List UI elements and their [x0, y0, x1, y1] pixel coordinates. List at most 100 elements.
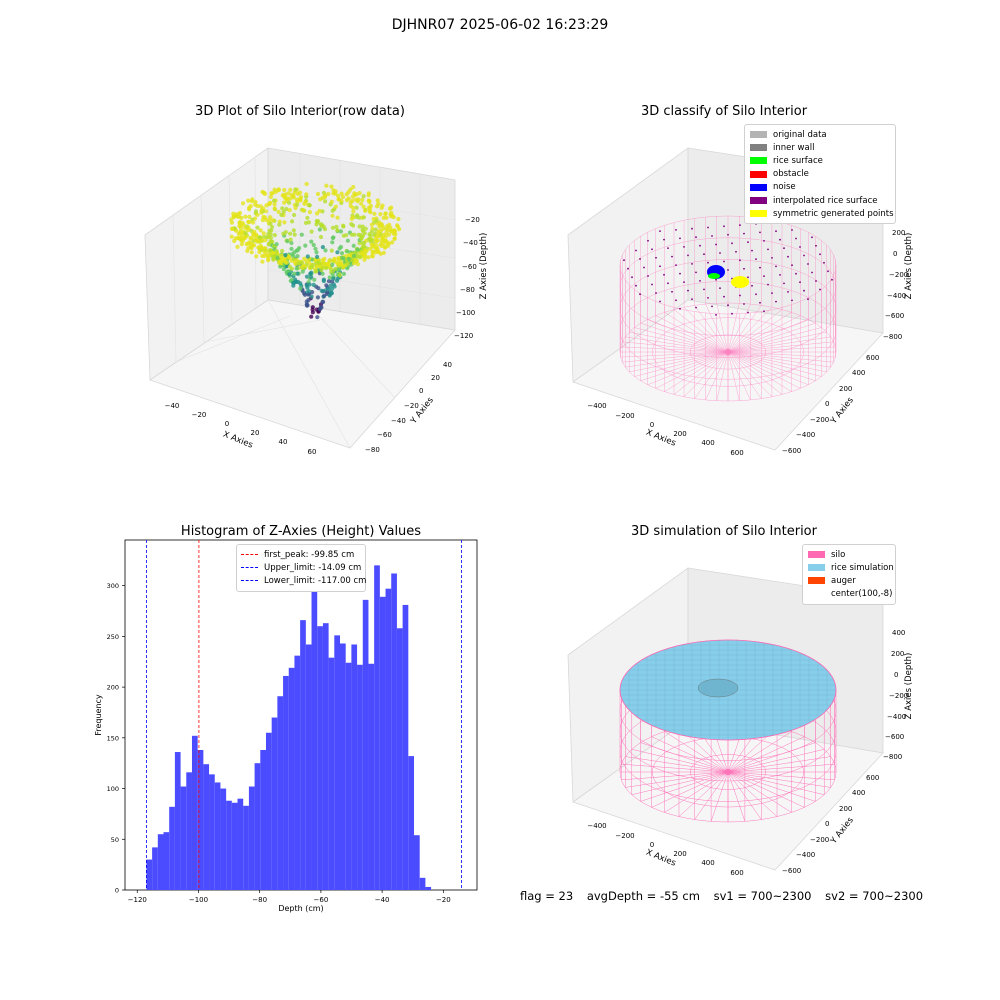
- point: [326, 279, 331, 284]
- simulation-ztick: 200: [891, 650, 904, 658]
- point: [280, 248, 285, 254]
- point: [331, 235, 336, 240]
- point: [303, 243, 308, 248]
- point: [280, 206, 285, 211]
- point: [260, 218, 265, 223]
- histogram-bar: [294, 655, 301, 890]
- simulation-ytick: 200: [839, 805, 852, 813]
- point: [302, 256, 307, 261]
- point: [667, 282, 669, 285]
- point: [383, 234, 388, 239]
- point: [799, 246, 801, 248]
- point: [695, 236, 697, 239]
- point: [262, 253, 267, 259]
- point: [286, 191, 291, 196]
- point: [283, 253, 288, 258]
- point: [390, 240, 395, 245]
- point: [703, 253, 705, 256]
- point: [341, 271, 346, 276]
- point: [237, 220, 243, 225]
- point: [815, 244, 817, 247]
- point: [259, 238, 264, 243]
- classify-ztick: −400: [887, 292, 906, 300]
- point: [317, 227, 322, 232]
- histogram-bar: [339, 643, 346, 890]
- point: [675, 299, 677, 302]
- point: [308, 265, 314, 270]
- point: [345, 266, 350, 271]
- histogram-bar: [209, 774, 215, 890]
- point: [344, 197, 350, 203]
- histogram-bar: [174, 752, 181, 890]
- point: [287, 264, 292, 269]
- histogram-legend: first_peak: -99.85 cm Upper_limit: -14.09…: [236, 544, 366, 592]
- point: [268, 221, 273, 226]
- point: [383, 238, 388, 243]
- point: [349, 232, 354, 237]
- histogram-bar: [180, 786, 187, 890]
- y-tick-label: 300: [107, 582, 119, 590]
- point: [309, 239, 314, 244]
- legend-swatch: [808, 590, 825, 598]
- histogram-bar: [351, 644, 358, 890]
- legend-label: symmetric generated points: [773, 208, 894, 219]
- point: [287, 255, 292, 261]
- point: [775, 230, 777, 233]
- histogram-bar: [300, 620, 306, 890]
- point: [334, 224, 339, 229]
- point: [258, 228, 263, 233]
- point: [783, 247, 785, 250]
- point: [350, 194, 356, 199]
- point: [312, 277, 317, 282]
- point: [306, 289, 312, 294]
- point: [314, 222, 319, 227]
- classify-ztick: −200: [889, 271, 908, 279]
- raw-point-cloud: [229, 181, 402, 320]
- point: [377, 224, 382, 229]
- point: [799, 281, 801, 284]
- point: [771, 292, 773, 294]
- legend-label: obstacle: [773, 169, 809, 180]
- histogram-bar: [214, 782, 221, 890]
- point: [675, 229, 677, 231]
- simulation-ytick: −600: [782, 867, 801, 875]
- point: [237, 231, 243, 236]
- point: [327, 275, 332, 280]
- point: [359, 235, 364, 241]
- histogram-legend-item: Upper_limit: -14.09 cm: [241, 561, 361, 574]
- point: [324, 283, 329, 288]
- simulation-ytick: −200: [810, 836, 829, 844]
- histogram-bar: [368, 663, 375, 890]
- point: [362, 252, 368, 257]
- point: [237, 210, 242, 216]
- point: [294, 197, 299, 202]
- histogram-bar: [396, 628, 403, 890]
- histogram-bar: [265, 732, 272, 890]
- raw-ytick: −20: [404, 402, 419, 410]
- histogram-bar: [357, 664, 363, 890]
- point: [341, 223, 346, 228]
- classify-3d-plot: −400 −200 0 200 400 600 −600 −400 −200 0…: [567, 147, 914, 457]
- legend-label: original data: [773, 129, 827, 140]
- point: [691, 263, 693, 265]
- histogram-bar: [311, 589, 318, 890]
- point: [295, 254, 300, 259]
- point: [249, 236, 254, 241]
- histogram-bar: [379, 596, 386, 890]
- histogram-bar: [345, 662, 352, 890]
- simulation-xtick: −400: [587, 822, 606, 830]
- point: [659, 265, 661, 268]
- point: [651, 248, 653, 251]
- point: [317, 307, 322, 312]
- point: [392, 236, 397, 241]
- point: [320, 299, 325, 304]
- status-footer: flag = 23 avgDepth = -55 cm sv1 = 700~23…: [520, 889, 933, 903]
- point: [315, 191, 321, 197]
- simulation-legend-item: rice simulation: [808, 561, 894, 574]
- classify-ytick: −200: [810, 416, 829, 424]
- avg-depth-value: avgDepth = -55 cm: [586, 889, 700, 903]
- point: [249, 250, 254, 255]
- point: [751, 249, 753, 252]
- histogram-bar: [146, 859, 153, 890]
- point: [309, 314, 314, 319]
